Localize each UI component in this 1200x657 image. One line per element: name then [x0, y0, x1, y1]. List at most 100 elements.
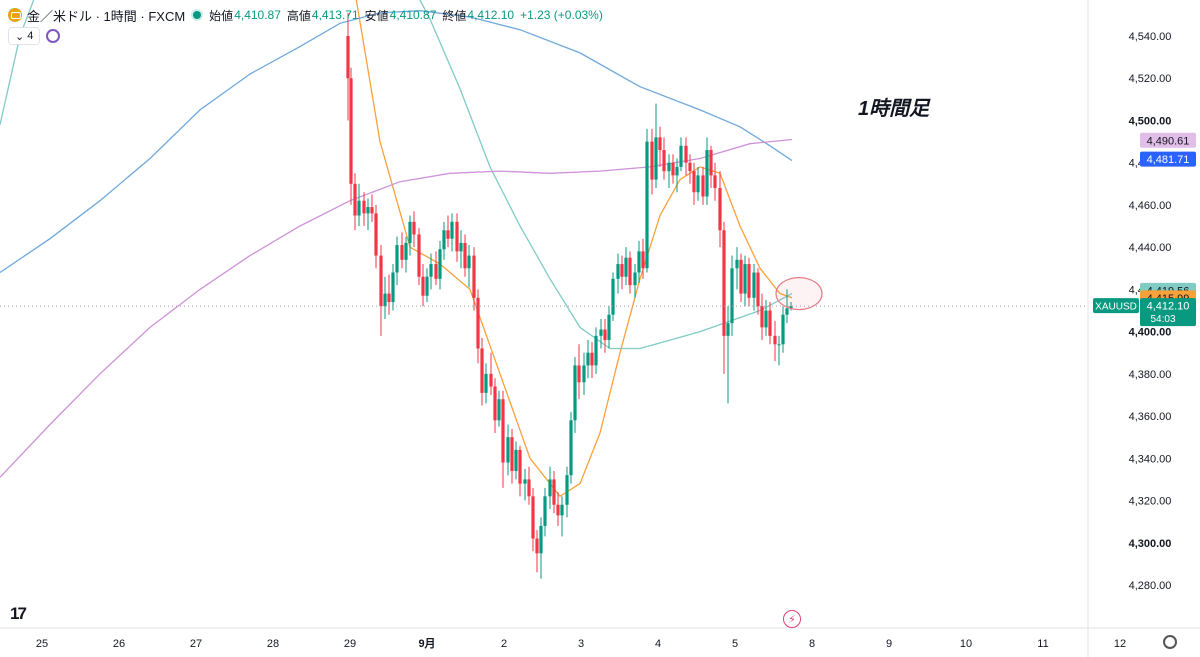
candle[interactable] [506, 437, 510, 463]
candle[interactable] [743, 264, 747, 294]
candle[interactable] [603, 329, 607, 341]
candle[interactable] [459, 242, 463, 252]
candle[interactable] [781, 314, 785, 345]
candle[interactable] [577, 365, 581, 383]
candle[interactable] [391, 272, 395, 303]
candle[interactable] [349, 78, 353, 184]
candle[interactable] [408, 221, 412, 243]
candle[interactable] [641, 251, 645, 269]
candle[interactable] [620, 264, 624, 277]
candle[interactable] [543, 496, 547, 526]
candle[interactable] [480, 348, 484, 393]
candle[interactable] [752, 272, 756, 298]
candle[interactable] [586, 352, 590, 366]
candle[interactable] [654, 137, 658, 180]
sync-icon[interactable] [46, 29, 61, 43]
candle[interactable] [599, 329, 603, 336]
candle[interactable] [357, 200, 361, 216]
candle[interactable] [366, 207, 370, 214]
candle[interactable] [667, 162, 671, 172]
candle[interactable] [713, 175, 717, 189]
candle[interactable] [565, 475, 569, 505]
candle[interactable] [535, 538, 539, 554]
candle[interactable] [404, 242, 408, 260]
candle[interactable] [467, 255, 471, 269]
candle[interactable] [489, 373, 493, 387]
candle[interactable] [760, 306, 764, 328]
candle[interactable] [768, 310, 772, 336]
candle[interactable] [412, 221, 416, 235]
candle[interactable] [709, 150, 713, 176]
candle[interactable] [696, 175, 700, 193]
symbol-title[interactable]: 金／米ドル · 1時間 · FXCM [27, 8, 186, 24]
candle[interactable] [395, 245, 399, 273]
candle[interactable] [692, 171, 696, 193]
moving-average-line[interactable] [0, 0, 793, 350]
candle[interactable] [701, 175, 705, 197]
candle[interactable] [353, 183, 357, 216]
candle[interactable] [671, 162, 675, 176]
candle[interactable] [688, 162, 692, 172]
candle[interactable] [705, 150, 709, 197]
tradingview-logo-icon[interactable]: 17 [10, 604, 27, 623]
bolt-icon[interactable]: ⚡ [783, 610, 801, 628]
candle[interactable] [607, 314, 611, 341]
candle[interactable] [425, 276, 429, 296]
candle[interactable] [472, 255, 476, 298]
candle[interactable] [442, 230, 446, 250]
candle[interactable] [718, 188, 722, 231]
candle[interactable] [387, 293, 391, 303]
candle[interactable] [370, 207, 374, 214]
candle[interactable] [501, 399, 505, 463]
candle[interactable] [679, 145, 683, 167]
moving-average-line[interactable] [0, 138, 793, 478]
candle[interactable] [789, 306, 793, 309]
candle[interactable] [514, 449, 518, 471]
candle[interactable] [633, 272, 637, 286]
candle[interactable] [362, 200, 366, 214]
candle[interactable] [590, 352, 594, 366]
candle[interactable] [438, 249, 442, 279]
candle[interactable] [527, 479, 531, 497]
candle[interactable] [463, 242, 467, 269]
gear-icon[interactable] [1163, 635, 1177, 649]
moving-average-line[interactable] [0, 10, 793, 274]
candle[interactable] [582, 365, 586, 383]
candle[interactable] [556, 504, 560, 516]
candle[interactable] [675, 166, 679, 176]
candle[interactable] [484, 373, 488, 393]
candle[interactable] [764, 310, 768, 328]
candle[interactable] [374, 213, 378, 256]
candle[interactable] [531, 496, 535, 539]
candle[interactable] [739, 259, 743, 294]
candle[interactable] [497, 399, 501, 421]
candle[interactable] [518, 449, 522, 484]
candle[interactable] [446, 230, 450, 239]
candle[interactable] [747, 264, 751, 298]
candle[interactable] [429, 264, 433, 277]
candle[interactable] [662, 150, 666, 172]
candle[interactable] [552, 479, 556, 505]
candle[interactable] [726, 323, 730, 336]
candle[interactable] [523, 479, 527, 484]
candle[interactable] [658, 137, 662, 151]
candle[interactable] [346, 36, 350, 79]
candle[interactable] [730, 268, 734, 324]
candle[interactable] [735, 259, 739, 269]
candle[interactable] [493, 386, 497, 421]
candle[interactable] [624, 257, 628, 277]
candle[interactable] [594, 335, 598, 366]
candle[interactable] [569, 420, 573, 476]
candle[interactable] [722, 230, 726, 336]
candle[interactable] [785, 308, 789, 315]
candle[interactable] [476, 297, 480, 349]
candle[interactable] [539, 525, 543, 554]
candle[interactable] [548, 479, 552, 497]
candle[interactable] [645, 141, 649, 269]
candle[interactable] [450, 221, 454, 239]
candle[interactable] [379, 255, 383, 307]
candle[interactable] [684, 145, 688, 163]
candle[interactable] [628, 257, 632, 286]
candle[interactable] [383, 293, 387, 307]
